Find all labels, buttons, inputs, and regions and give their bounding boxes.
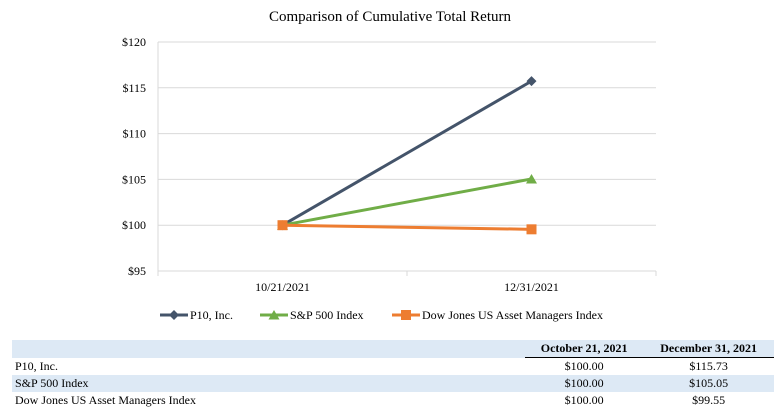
row-oct-value: $100.00 — [564, 359, 604, 373]
data-point-square — [277, 220, 288, 231]
y-tick-label: $100 — [122, 218, 146, 232]
chart-title: Comparison of Cumulative Total Return — [269, 9, 511, 25]
legend-label: P10, Inc. — [190, 308, 233, 322]
cumulative-return-chart: Comparison of Cumulative Total Return $9… — [122, 9, 657, 322]
legend-marker-triangle — [268, 310, 280, 320]
row-name: S&P 500 Index — [12, 375, 525, 392]
row-oct-value: $100.00 — [564, 393, 604, 407]
series-line — [282, 223, 532, 231]
data-point-square — [526, 224, 537, 235]
table-header-blank — [12, 340, 525, 358]
legend-label: Dow Jones US Asset Managers Index — [422, 308, 603, 322]
series-lines — [277, 76, 537, 235]
table-row: Dow Jones US Asset Managers Index $100.0… — [12, 392, 774, 409]
y-tick-label: $105 — [122, 172, 146, 186]
returns-table: October 21, 2021 December 31, 2021 P10, … — [12, 340, 774, 409]
table-row: S&P 500 Index $100.00 $105.05 — [12, 375, 774, 392]
table-header-dec: December 31, 2021 — [643, 340, 774, 358]
chart-legend: P10, Inc. S&P 500 Index Dow Jones US Asset… — [160, 308, 603, 322]
series-line — [282, 177, 532, 227]
series-line — [281, 79, 533, 227]
data-point-diamond — [526, 76, 537, 87]
gridlines — [157, 41, 656, 272]
x-tick-label: 12/31/2021 — [504, 280, 559, 294]
legend-marker-square — [401, 310, 411, 320]
table-row: P10, Inc. $100.00 $115.73 — [12, 358, 774, 376]
table-header-oct: October 21, 2021 — [525, 340, 644, 358]
y-tick-label: $95 — [128, 264, 146, 278]
row-dec-value: $105.05 — [643, 375, 774, 392]
row-name: P10, Inc. — [15, 358, 58, 373]
x-tick-label: 10/21/2021 — [255, 280, 310, 294]
data-point-triangle — [526, 173, 537, 184]
row-dec-value: $99.55 — [692, 393, 726, 407]
y-tick-label: $110 — [122, 127, 146, 141]
row-name: Dow Jones US Asset Managers Index — [15, 393, 196, 407]
legend-marker-diamond — [169, 310, 179, 320]
row-dec-value: $115.73 — [689, 359, 728, 373]
y-tick-label: $115 — [122, 81, 146, 95]
y-axis-ticks: $95 $100 $105 $110 $115 $120 — [122, 35, 146, 278]
y-tick-label: $120 — [122, 35, 146, 49]
legend-label: S&P 500 Index — [290, 308, 364, 322]
x-axis-ticks: 10/21/2021 12/31/2021 — [157, 271, 657, 294]
table-header-row: October 21, 2021 December 31, 2021 — [12, 340, 774, 358]
row-oct-value: $100.00 — [525, 375, 644, 392]
